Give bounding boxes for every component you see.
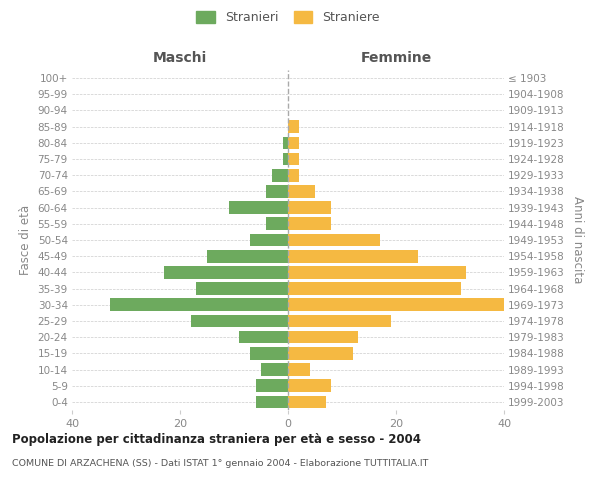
Bar xyxy=(283,152,288,166)
Text: Popolazione per cittadinanza straniera per età e sesso - 2004: Popolazione per cittadinanza straniera p… xyxy=(12,432,421,446)
Bar xyxy=(288,266,466,278)
Bar xyxy=(288,314,391,328)
Bar xyxy=(250,234,288,246)
Bar xyxy=(288,331,358,344)
Y-axis label: Anni di nascita: Anni di nascita xyxy=(571,196,584,284)
Bar xyxy=(261,363,288,376)
Bar xyxy=(250,347,288,360)
Bar xyxy=(288,250,418,262)
Bar xyxy=(256,380,288,392)
Text: COMUNE DI ARZACHENA (SS) - Dati ISTAT 1° gennaio 2004 - Elaborazione TUTTITALIA.: COMUNE DI ARZACHENA (SS) - Dati ISTAT 1°… xyxy=(12,459,428,468)
Bar xyxy=(110,298,288,311)
Bar xyxy=(288,363,310,376)
Bar xyxy=(288,298,504,311)
Text: Femmine: Femmine xyxy=(361,51,431,65)
Bar xyxy=(288,380,331,392)
Bar xyxy=(288,185,315,198)
Bar xyxy=(272,169,288,181)
Bar xyxy=(207,250,288,262)
Bar xyxy=(283,136,288,149)
Bar xyxy=(256,396,288,408)
Bar xyxy=(288,202,331,214)
Bar xyxy=(288,282,461,295)
Bar xyxy=(229,202,288,214)
Bar xyxy=(288,234,380,246)
Bar xyxy=(196,282,288,295)
Y-axis label: Fasce di età: Fasce di età xyxy=(19,205,32,275)
Bar xyxy=(288,120,299,133)
Bar xyxy=(288,136,299,149)
Bar xyxy=(191,314,288,328)
Bar xyxy=(266,218,288,230)
Bar xyxy=(288,218,331,230)
Bar xyxy=(239,331,288,344)
Bar xyxy=(266,185,288,198)
Bar xyxy=(288,152,299,166)
Bar xyxy=(288,396,326,408)
Bar xyxy=(288,169,299,181)
Bar xyxy=(164,266,288,278)
Legend: Stranieri, Straniere: Stranieri, Straniere xyxy=(196,11,380,24)
Text: Maschi: Maschi xyxy=(153,51,207,65)
Bar xyxy=(288,347,353,360)
